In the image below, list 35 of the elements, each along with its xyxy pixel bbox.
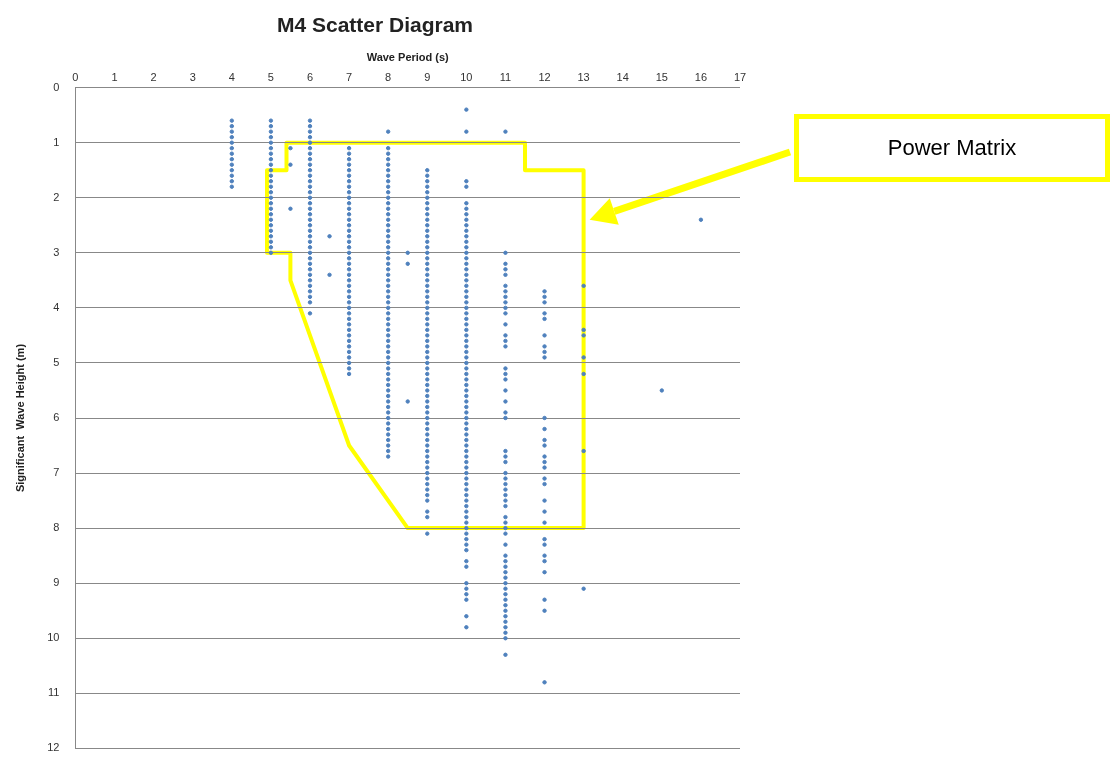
- y-tick-label: 4: [53, 300, 60, 313]
- y-tick-label: 3: [53, 245, 60, 258]
- x-tick-label: 14: [616, 71, 629, 84]
- x-tick-label: 15: [655, 71, 668, 84]
- y-tick-label: 12: [47, 741, 60, 754]
- x-axis-title: Wave Period (s): [366, 50, 450, 63]
- x-tick-label: 5: [267, 71, 274, 84]
- x-tick-label: 9: [424, 71, 431, 84]
- y-tick-label: 1: [53, 135, 60, 148]
- x-tick-label: 2: [150, 71, 157, 84]
- y-tick-label: 9: [53, 576, 60, 589]
- x-tick-label: 17: [733, 71, 747, 84]
- x-tick-label: 0: [72, 71, 79, 84]
- callout-box: Power Matrix: [794, 114, 1110, 182]
- y-tick-label: 10: [47, 631, 60, 644]
- x-tick-label: 1: [111, 71, 118, 84]
- y-tick-label: 2: [53, 190, 60, 203]
- x-tick-label: 8: [385, 71, 392, 84]
- x-tick-label: 7: [346, 71, 353, 84]
- y-tick-label: 6: [53, 411, 60, 424]
- y-axis-title: Significant Wave Height (m): [13, 343, 26, 493]
- chart-title: M4 Scatter Diagram: [276, 13, 474, 37]
- x-tick-label: 16: [694, 71, 708, 84]
- x-tick-label: 12: [538, 71, 551, 84]
- x-tick-label: 11: [499, 71, 512, 84]
- x-tick-label: 3: [189, 71, 196, 84]
- x-tick-label: 4: [228, 71, 235, 84]
- x-tick-label: 6: [306, 71, 314, 84]
- y-tick-label: 5: [53, 355, 60, 368]
- y-tick-label: 7: [53, 466, 60, 479]
- x-tick-label: 13: [577, 71, 590, 84]
- y-tick-label: 8: [53, 521, 60, 534]
- y-tick-label: 11: [48, 686, 60, 699]
- x-tick-label: 10: [460, 71, 473, 84]
- y-tick-label: 0: [53, 80, 60, 93]
